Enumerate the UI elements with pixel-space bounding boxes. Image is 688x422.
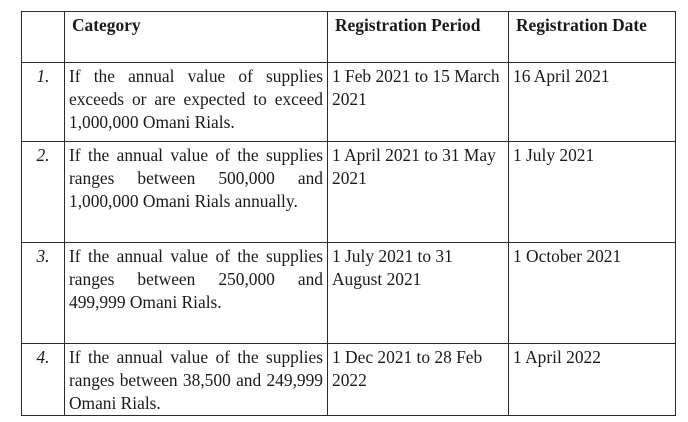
row-number: 4. [21, 343, 65, 416]
header-category: Category [64, 11, 328, 63]
row-registration-date: 1 July 2021 [508, 141, 676, 243]
row-number: 1. [21, 62, 65, 142]
header-number [21, 11, 65, 63]
table-row: 2. If the annual value of the supplies r… [21, 141, 676, 243]
row-category: If the annual value of the supplies rang… [64, 242, 328, 344]
row-registration-date: 1 October 2021 [508, 242, 676, 344]
header-registration-date: Registration Date [508, 11, 676, 63]
header-registration-period: Registration Period [327, 11, 509, 63]
header-row: Category Registration Period Registratio… [21, 11, 676, 63]
row-category: If the annual value of the supplies rang… [64, 343, 328, 416]
row-number: 3. [21, 242, 65, 344]
row-registration-period: 1 Dec 2021 to 28 Feb 2022 [327, 343, 509, 416]
row-registration-date: 1 April 2022 [508, 343, 676, 416]
table-row: 1. If the annual value of supplies excee… [21, 62, 676, 142]
row-registration-period: 1 April 2021 to 31 May 2021 [327, 141, 509, 243]
row-registration-date: 16 April 2021 [508, 62, 676, 142]
row-registration-period: 1 July 2021 to 31 August 2021 [327, 242, 509, 344]
row-category: If the annual value of supplies exceeds … [64, 62, 328, 142]
registration-schedule-table: Category Registration Period Registratio… [21, 11, 676, 416]
row-registration-period: 1 Feb 2021 to 15 March 2021 [327, 62, 509, 142]
table-row: 4. If the annual value of the supplies r… [21, 343, 676, 416]
row-category: If the annual value of the supplies rang… [64, 141, 328, 243]
table-row: 3. If the annual value of the supplies r… [21, 242, 676, 344]
row-number: 2. [21, 141, 65, 243]
